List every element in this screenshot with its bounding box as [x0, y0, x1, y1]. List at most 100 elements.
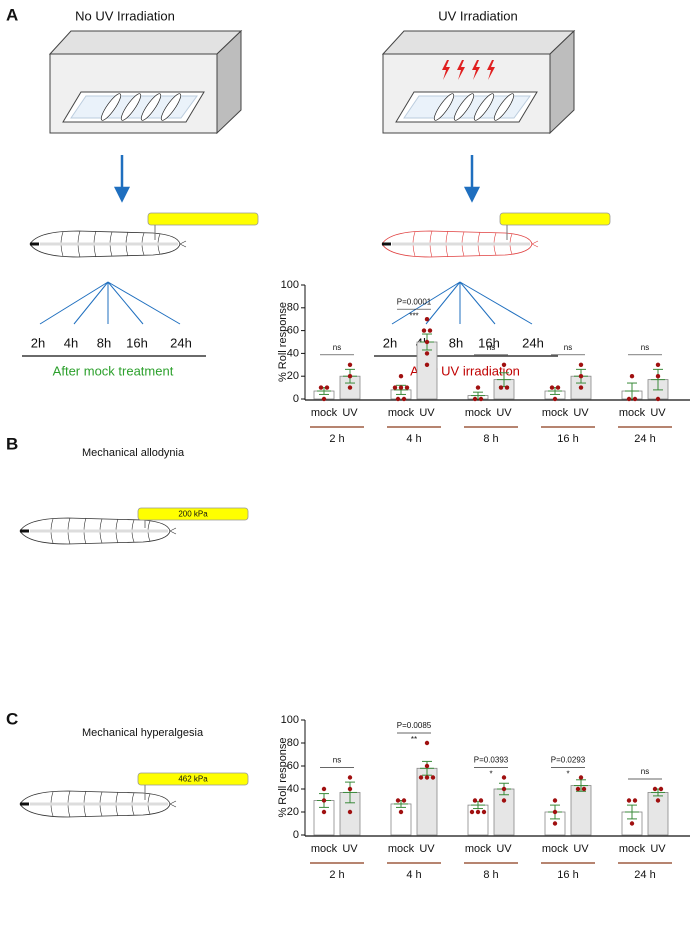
data-point [629, 374, 635, 379]
data-point [398, 374, 404, 379]
data-point [321, 809, 327, 815]
bar [570, 785, 592, 836]
x-tick-label: mock [619, 407, 646, 419]
time-label: 16h [478, 335, 500, 350]
bar [416, 341, 438, 400]
x-tick-label: mock [619, 843, 646, 855]
error-bar [625, 804, 639, 820]
panel-title: Mechanical allodynia [82, 447, 185, 459]
x-tick-label: UV [419, 407, 435, 419]
bar [493, 788, 515, 836]
panel-title: Mechanical hyperalgesia [82, 727, 204, 739]
significance: * [566, 770, 569, 779]
group-label: 16 h [557, 433, 578, 445]
data-point [347, 775, 353, 780]
x-tick-label: UV [573, 843, 589, 855]
y-tick-label: 20 [287, 806, 299, 818]
data-point [575, 786, 581, 792]
uv-box [383, 31, 574, 133]
group-label: 24 h [634, 433, 655, 445]
data-point [347, 374, 353, 379]
probes [147, 212, 611, 240]
significance: * [489, 770, 492, 779]
bar [390, 803, 412, 836]
data-point [398, 809, 404, 815]
data-point [655, 396, 661, 402]
x-tick-label: mock [388, 843, 415, 855]
data-point [552, 798, 558, 803]
x-tick-label: UV [650, 407, 666, 419]
caption: After UV irradiation [410, 363, 520, 378]
data-point [421, 328, 427, 333]
y-tick-label: 100 [281, 714, 299, 726]
data-point [555, 385, 561, 390]
data-point [549, 385, 555, 390]
data-point [472, 396, 478, 402]
uv-box [50, 31, 241, 133]
error-bar [651, 368, 665, 391]
y-tick-label: 100 [281, 279, 299, 291]
fan [39, 281, 533, 325]
time-label: 8h [449, 335, 463, 350]
data-point [347, 809, 353, 815]
significance: ns [641, 343, 649, 352]
data-point [321, 798, 327, 803]
data-point [626, 396, 632, 402]
x-tick-label: UV [342, 843, 358, 855]
time-label: 24h [522, 335, 544, 350]
data-point [395, 396, 401, 402]
data-point [632, 396, 638, 402]
probe-label: 462 kPa [178, 775, 208, 784]
larva [20, 518, 176, 544]
data-point [578, 374, 584, 379]
data-point [658, 786, 664, 792]
data-point [578, 385, 584, 390]
data-point [430, 775, 436, 780]
data-point [581, 786, 587, 792]
y-tick-label: 0 [293, 393, 299, 405]
time-label: 24h [170, 335, 192, 350]
data-point [655, 798, 661, 803]
x-tick-label: UV [573, 407, 589, 419]
data-point [501, 362, 507, 367]
data-point [632, 798, 638, 803]
y-tick-label: 20 [287, 370, 299, 382]
probe [137, 507, 249, 521]
p-value: P=0.0393 [474, 756, 509, 765]
time-label: 2h [383, 335, 397, 350]
x-tick-label: UV [342, 407, 358, 419]
panel-letter: C [6, 709, 18, 728]
time-label: 4h [64, 335, 78, 350]
time-label: 16h [126, 335, 148, 350]
x-tick-label: UV [650, 843, 666, 855]
larva [30, 231, 186, 257]
group-label: 4 h [406, 433, 421, 445]
data-point [347, 362, 353, 367]
data-point [401, 798, 407, 803]
y-tick-label: 60 [287, 760, 299, 772]
data-point [629, 821, 635, 826]
data-point [475, 809, 481, 815]
data-point [478, 396, 484, 402]
x-tick-label: UV [496, 843, 512, 855]
data-point [424, 362, 430, 367]
error-bar [420, 760, 434, 776]
group-label: 8 h [483, 869, 498, 881]
data-point [626, 798, 632, 803]
x-tick-label: mock [465, 407, 492, 419]
time-label: 8h [97, 335, 111, 350]
group-label: 4 h [406, 869, 421, 881]
x-tick-label: mock [542, 407, 569, 419]
significance: *** [409, 311, 418, 320]
x-tick-label: mock [311, 843, 338, 855]
significance: ns [564, 343, 572, 352]
x-tick-label: UV [496, 407, 512, 419]
y-tick-label: 60 [287, 325, 299, 337]
x-tick-label: mock [542, 843, 569, 855]
y-tick-label: 0 [293, 829, 299, 841]
x-tick-label: mock [311, 407, 338, 419]
time-label: 2h [31, 335, 45, 350]
data-point [478, 798, 484, 803]
data-point [475, 385, 481, 390]
caption: After mock treatment [53, 363, 174, 378]
